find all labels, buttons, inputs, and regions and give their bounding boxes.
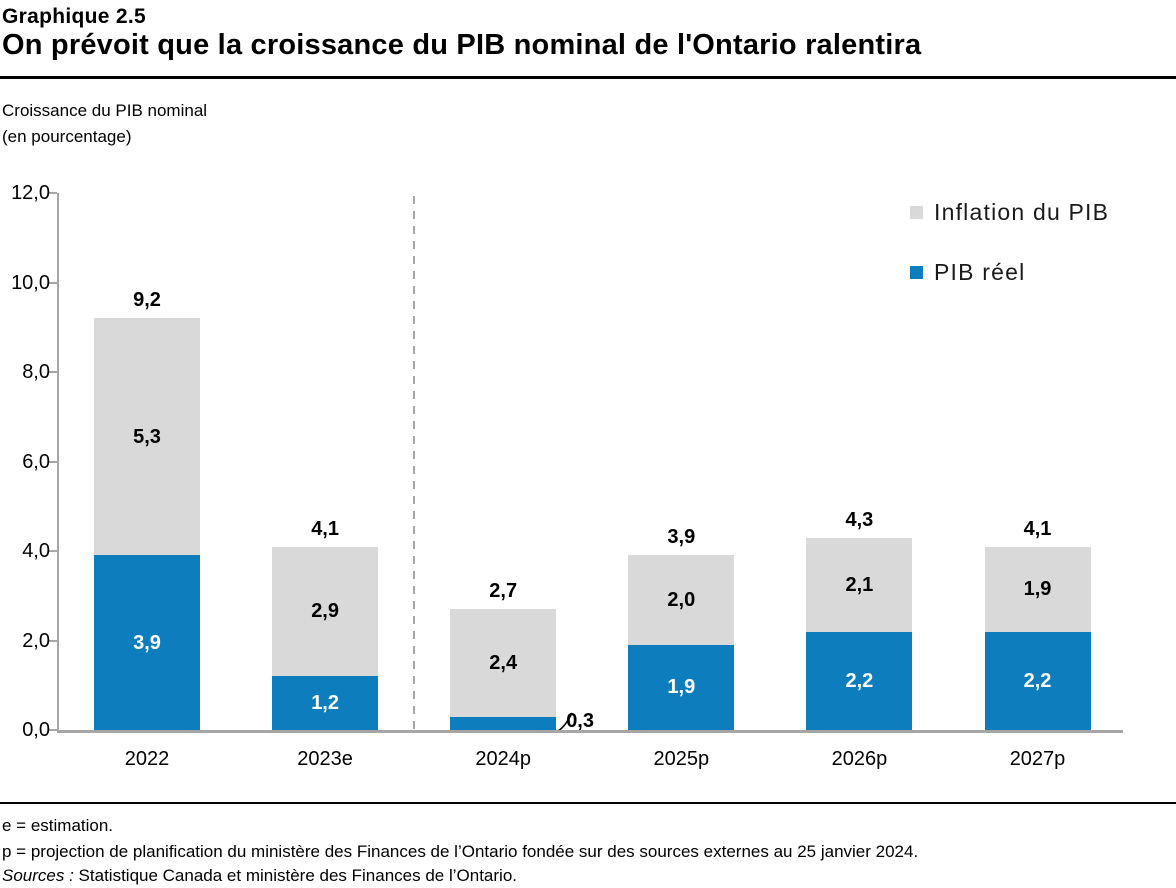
legend-item: Inflation du PIB — [910, 199, 1109, 226]
bar-segment-inflation — [628, 555, 735, 645]
x-axis-category-label: 2023e — [297, 748, 353, 770]
bar-inflation-label: 1,9 — [1023, 578, 1052, 601]
title-divider — [0, 76, 1176, 79]
x-axis-category-label: 2025p — [653, 748, 710, 770]
y-axis-tick — [48, 729, 57, 731]
callout-line — [557, 712, 573, 732]
bar-segment-pib-reel — [984, 631, 1091, 730]
bar-real-label: 3,9 — [133, 631, 161, 654]
y-axis-tick-label: 4,0 — [22, 540, 50, 562]
bar-segment-inflation — [450, 609, 557, 717]
y-axis-tick-label: 12,0 — [11, 182, 50, 204]
bar-real-label: 1,9 — [667, 676, 696, 699]
sources-label: Sources : — [2, 866, 74, 885]
legend-label: PIB réel — [934, 259, 1026, 285]
bar-total-label: 9,2 — [133, 289, 161, 312]
y-axis-tick — [48, 371, 57, 373]
footnote-projection: p = projection de planification du minis… — [2, 842, 919, 861]
legend-item: PIB réel — [910, 259, 1025, 286]
forecast-divider — [413, 196, 416, 730]
bar-segment-inflation — [984, 546, 1091, 632]
x-axis-category-label: 2024p — [475, 748, 531, 770]
y-axis-tick-label: 6,0 — [22, 450, 50, 473]
legend-label: Inflation du PIB — [934, 199, 1110, 225]
bar-segment-pib-reel — [272, 676, 379, 730]
bar-inflation-label: 2,0 — [667, 589, 696, 612]
bar-real-label: 1,2 — [311, 692, 339, 715]
chart-number: Graphique 2.5 — [2, 5, 146, 28]
y-axis-tick — [48, 550, 57, 552]
bar-inflation-label: 5,3 — [133, 425, 161, 448]
x-axis-category-label: 2026p — [831, 748, 888, 770]
x-axis-category-label: 2022 — [124, 748, 170, 770]
footnote-estimation: e = estimation. — [2, 816, 114, 835]
bar-segment-pib-reel — [628, 644, 735, 730]
bar-segment-pib-reel — [806, 631, 913, 730]
bar-total-label: 4,1 — [1023, 517, 1052, 540]
bar-real-label: 2,2 — [845, 669, 874, 692]
x-axis-line — [57, 730, 1123, 733]
sources-text: Statistique Canada et ministère des Fina… — [78, 866, 518, 885]
bar-total-label: 4,3 — [845, 508, 874, 531]
y-axis-tick-label: 0,0 — [22, 719, 50, 741]
y-axis-tick — [48, 281, 57, 284]
bar-inflation-label: 2,4 — [489, 651, 518, 674]
footnote-sources: Sources : Statistique Canada et ministèr… — [2, 866, 517, 886]
x-axis-category-label: 2027p — [1009, 748, 1066, 770]
bar-total-label: 3,9 — [667, 526, 696, 549]
bar-inflation-label: 2,1 — [845, 573, 874, 596]
bar-total-label: 2,7 — [489, 580, 518, 603]
y-axis-line — [57, 193, 59, 730]
bar-total-label: 4,1 — [311, 517, 339, 540]
legend-swatch — [910, 266, 923, 279]
bar-real-label: 2,2 — [1023, 669, 1052, 692]
bar-segment-pib-reel — [450, 716, 557, 730]
chart-title: On prévoit que la croissance du PIB nomi… — [2, 29, 922, 61]
bar-real-label-outside: 0,3 — [566, 709, 594, 732]
bar-segment-inflation — [272, 546, 379, 677]
y-axis-tick — [48, 460, 57, 463]
y-axis-title-line1: Croissance du PIB nominal — [2, 101, 208, 120]
y-axis-tick-label: 8,0 — [22, 361, 50, 383]
footer-divider — [0, 802, 1176, 804]
y-axis-tick-label: 2,0 — [22, 629, 50, 652]
y-axis-tick — [48, 639, 57, 642]
bar-segment-inflation — [806, 537, 913, 632]
y-axis-tick-label: 10,0 — [11, 271, 50, 294]
bar-segment-pib-reel — [94, 555, 200, 730]
bar-inflation-label: 2,9 — [311, 600, 339, 623]
legend-swatch — [910, 206, 923, 219]
bar-segment-inflation — [94, 318, 200, 556]
y-axis-tick — [48, 192, 57, 194]
y-axis-title-line2: (en pourcentage) — [2, 127, 132, 146]
